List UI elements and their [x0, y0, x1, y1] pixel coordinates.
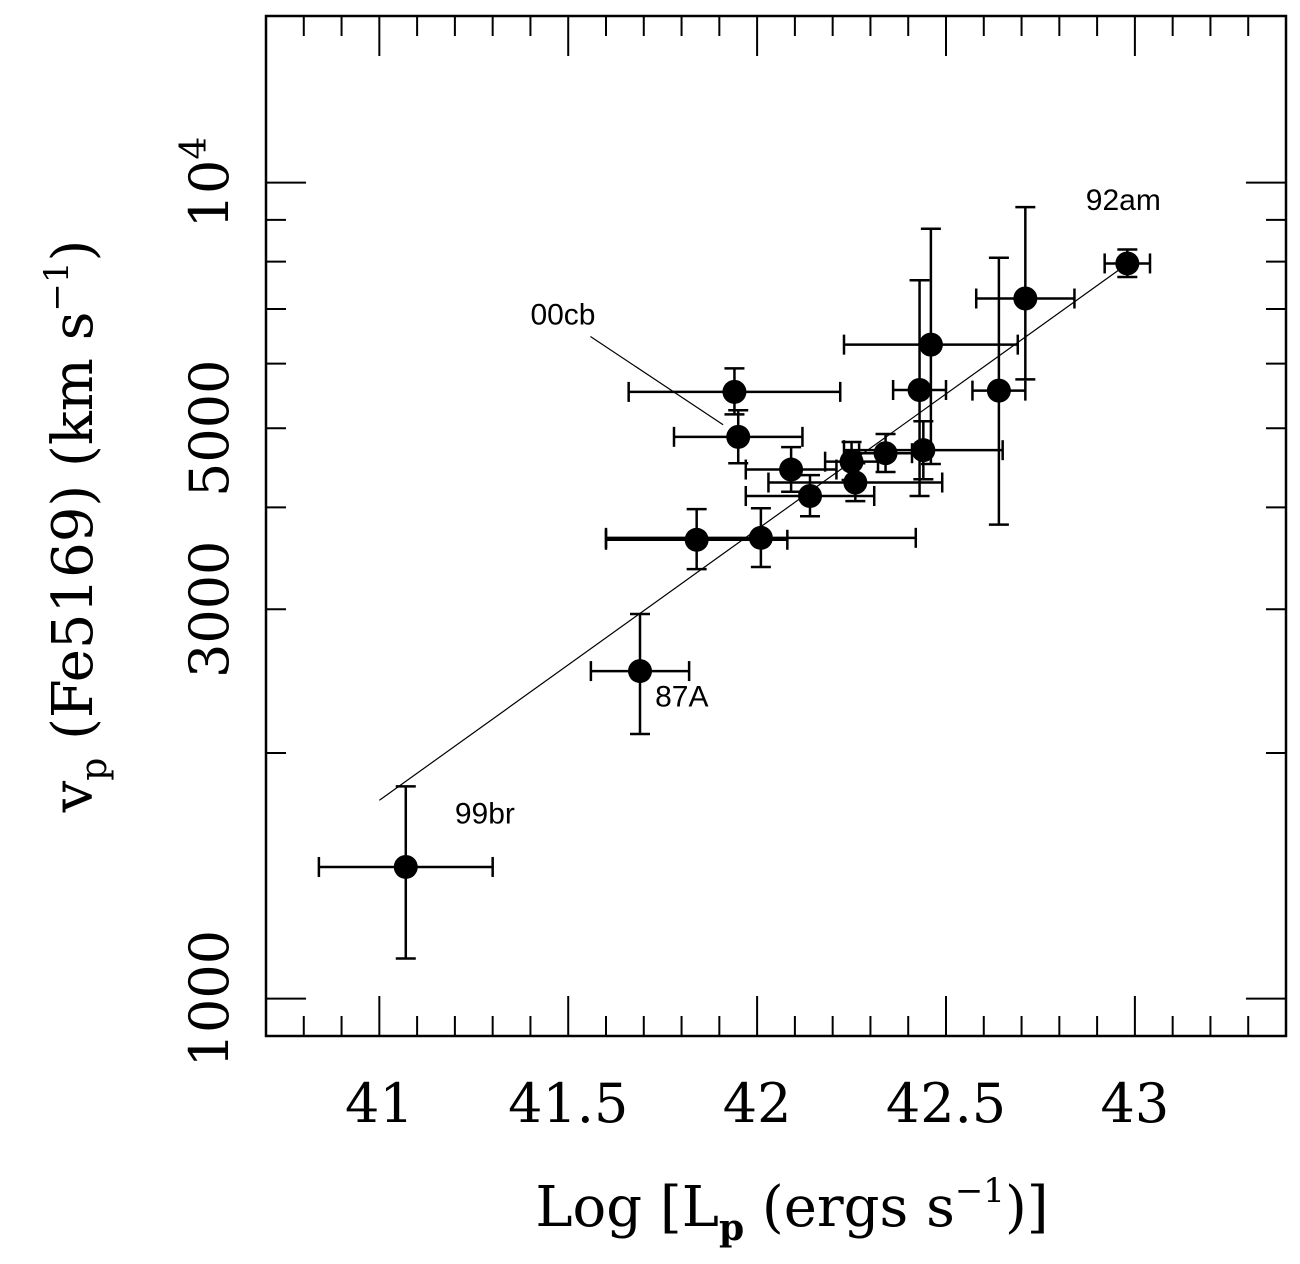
- y-tick-labels: 1000 104 5000 3000: [174, 137, 241, 1068]
- x-tick-label: 41.5: [508, 1072, 628, 1135]
- x-tick-label: 42: [723, 1072, 792, 1135]
- data-point: [628, 659, 652, 684]
- error-bars: [317, 205, 1152, 960]
- annotation-label: 87A: [655, 681, 708, 714]
- data-point: [684, 527, 709, 552]
- annotation-label: 99br: [455, 797, 515, 830]
- data-point: [722, 379, 747, 404]
- y-tick-label: 5000: [178, 360, 241, 497]
- data-point: [1115, 251, 1140, 276]
- y-tick-label: 1000: [178, 930, 241, 1067]
- data-point: [748, 525, 773, 550]
- y-axis-label: vp (Fe5169) (km s−1): [37, 240, 115, 814]
- data-point: [918, 332, 943, 357]
- data-point: [839, 449, 864, 474]
- data-point: [873, 441, 898, 466]
- y-tick-label: 3000: [178, 541, 241, 678]
- x-axis-label: Log [Lp (ergs s−1)]: [535, 1171, 1048, 1249]
- data-point: [1013, 286, 1038, 311]
- x-tick-label: 41: [345, 1072, 414, 1135]
- data-points: [393, 251, 1140, 879]
- y-tick-label: 104: [174, 137, 241, 229]
- data-point: [726, 424, 751, 449]
- data-point: [798, 483, 822, 508]
- data-point: [986, 378, 1011, 403]
- annotation-leader-line: [590, 336, 724, 426]
- x-tick-label: 43: [1101, 1072, 1170, 1135]
- data-point: [911, 438, 936, 463]
- data-point: [843, 470, 868, 495]
- x-tick-label: 42.5: [886, 1072, 1006, 1135]
- data-point: [907, 377, 932, 402]
- data-point: [393, 854, 418, 879]
- axis-ticks: [266, 16, 1287, 1037]
- annotation-label: 00cb: [530, 299, 595, 332]
- data-point: [779, 457, 804, 482]
- x-tick-labels: 41 41.5 42 42.5 43: [345, 1072, 1169, 1135]
- annotations: 99br 87A 00cb 92am: [455, 184, 1161, 830]
- plot-frame: [264, 14, 1288, 1038]
- annotation-label: 92am: [1086, 184, 1161, 217]
